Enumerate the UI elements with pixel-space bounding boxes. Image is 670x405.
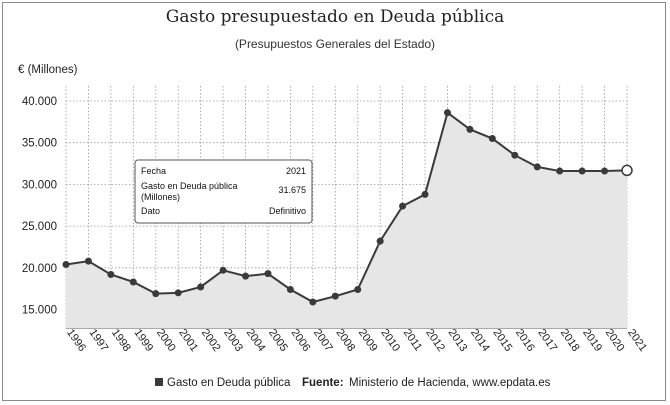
x-tick-label: 2009 bbox=[356, 327, 380, 354]
x-tick-label: 2004 bbox=[244, 327, 268, 354]
x-tick-label: 2000 bbox=[154, 327, 178, 354]
data-point bbox=[376, 237, 384, 245]
x-tick-label: 2002 bbox=[199, 327, 223, 354]
x-ticks: 1996199719981999200020012002200320042005… bbox=[64, 327, 649, 354]
x-tick-label: 1997 bbox=[87, 327, 111, 354]
y-axis-label: € (Millones) bbox=[18, 64, 78, 76]
data-point bbox=[601, 167, 609, 175]
tooltip-box bbox=[134, 159, 313, 224]
data-point bbox=[152, 290, 160, 298]
x-tick-label: 2007 bbox=[311, 327, 335, 354]
data-point bbox=[511, 151, 519, 159]
data-point bbox=[286, 285, 294, 293]
legend-series-label: Gasto en Deuda pública bbox=[167, 377, 291, 389]
x-tick-label: 2011 bbox=[401, 327, 424, 353]
y-tick-label: 30.000 bbox=[22, 179, 57, 191]
x-tick-label: 2003 bbox=[221, 327, 245, 354]
points-layer bbox=[62, 109, 633, 306]
chart-subtitle: (Presupuestos Generales del Estado) bbox=[235, 37, 435, 51]
y-tick-label: 40.000 bbox=[22, 96, 57, 108]
x-tick-label: 2013 bbox=[446, 327, 470, 354]
x-tick-label: 2018 bbox=[558, 327, 582, 354]
x-tick-label: 2019 bbox=[580, 327, 604, 354]
data-point bbox=[466, 125, 474, 133]
chart-title: Gasto presupuestado en Deuda pública bbox=[166, 7, 504, 27]
data-point bbox=[129, 278, 137, 286]
y-tick-label: 35.000 bbox=[22, 138, 57, 150]
tooltip-gasto-label-1: Gasto en Deuda pública bbox=[141, 181, 238, 191]
data-point bbox=[219, 266, 227, 274]
data-point bbox=[488, 135, 496, 143]
y-tick-label: 20.000 bbox=[22, 263, 57, 275]
data-point bbox=[556, 167, 564, 175]
x-tick-label: 1998 bbox=[109, 327, 133, 354]
area-layer bbox=[66, 112, 627, 329]
tooltip-gasto-label-2: (Millones) bbox=[141, 192, 180, 202]
x-tick-label: 2008 bbox=[333, 327, 357, 354]
data-point bbox=[399, 202, 407, 210]
y-ticks: 15.000 20.000 25.000 30.000 35.000 40.000 bbox=[22, 96, 57, 317]
data-point bbox=[107, 270, 115, 278]
x-tick-label: 2012 bbox=[423, 327, 447, 354]
data-point bbox=[533, 163, 541, 171]
x-tick-label: 1996 bbox=[64, 327, 88, 354]
x-tick-label: 2021 bbox=[625, 327, 649, 354]
tooltip: Fecha 2021 Gasto en Deuda pública 31.675… bbox=[134, 159, 313, 224]
x-tick-label: 2017 bbox=[535, 327, 559, 354]
line-layer bbox=[65, 111, 628, 304]
data-point bbox=[578, 167, 586, 175]
data-point bbox=[354, 285, 362, 293]
data-point bbox=[309, 298, 317, 306]
legend-source-text: Ministerio de Hacienda, www.epdata.es bbox=[349, 377, 551, 389]
x-tick-label: 2014 bbox=[468, 327, 492, 354]
series-line bbox=[65, 111, 628, 304]
tooltip-fecha-value: 2021 bbox=[286, 166, 306, 176]
data-point bbox=[443, 109, 451, 117]
x-tick-label: 2005 bbox=[266, 327, 290, 354]
data-point bbox=[421, 190, 429, 198]
x-tick-label: 2010 bbox=[378, 327, 402, 354]
x-tick-label: 2001 bbox=[176, 327, 200, 354]
data-point bbox=[84, 257, 92, 265]
y-tick-label: 15.000 bbox=[22, 305, 57, 317]
data-point bbox=[242, 272, 250, 280]
tooltip-dato-value: Definitivo bbox=[269, 206, 306, 216]
x-tick-label: 1999 bbox=[131, 327, 155, 354]
data-point bbox=[174, 289, 182, 297]
data-point bbox=[62, 260, 70, 268]
x-tick-label: 2016 bbox=[513, 327, 537, 354]
data-point bbox=[331, 292, 339, 300]
data-point bbox=[197, 283, 205, 291]
legend-swatch bbox=[155, 378, 163, 386]
legend: Gasto en Deuda pública Fuente: Ministeri… bbox=[155, 377, 551, 389]
tooltip-gasto-value: 31.675 bbox=[278, 185, 306, 195]
data-point-highlighted bbox=[621, 164, 633, 177]
tooltip-dato-label: Dato bbox=[141, 206, 160, 216]
legend-source-label: Fuente: bbox=[302, 377, 344, 389]
series-area bbox=[66, 112, 627, 329]
y-tick-label: 25.000 bbox=[22, 221, 57, 233]
data-point bbox=[264, 270, 272, 278]
x-tick-label: 2020 bbox=[603, 327, 627, 354]
x-tick-label: 2015 bbox=[490, 327, 514, 354]
x-tick-label: 2006 bbox=[289, 327, 313, 354]
tooltip-fecha-label: Fecha bbox=[141, 166, 166, 176]
